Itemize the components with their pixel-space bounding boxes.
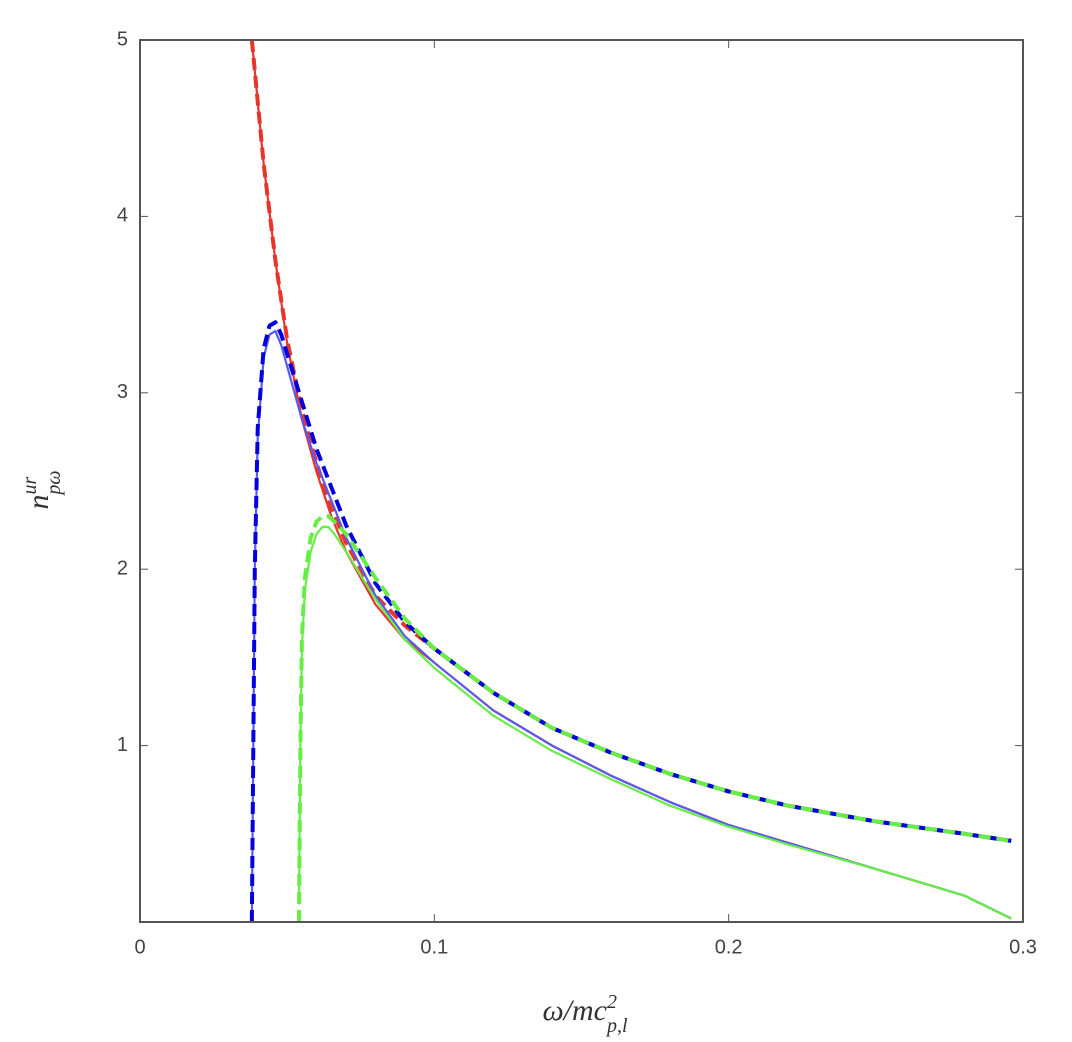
y-label-sup: ur [19,476,41,494]
plot-frame [139,39,1024,923]
x-label-sup: 2 [607,991,617,1013]
x-tick-label: 0.2 [715,936,743,958]
y-label-sub: pω [43,471,65,497]
x-label-sub: p,l [605,1015,628,1037]
x-tick-label: 0.3 [1009,936,1037,958]
y-tick-label: 3 [117,381,128,403]
y-tick-label: 4 [117,205,128,227]
x-tick-label: 0.1 [420,936,448,958]
series-line [249,320,1012,923]
y-axis-label: nur pω [19,471,65,510]
x-label-base: ω/mc [542,994,607,1027]
x-axis-label: ω/mc2 p,l [542,991,628,1037]
y-tick-label: 5 [117,28,128,50]
y-tick-label: 1 [117,734,128,756]
series-line [250,329,1012,923]
y-tick-label: 2 [117,557,128,579]
y-label-base: n [22,494,55,509]
series-line [297,525,1012,920]
x-tick-label: 0 [134,936,145,958]
series-line [296,514,1012,923]
series-line [250,39,1012,920]
series-line [249,39,1012,843]
